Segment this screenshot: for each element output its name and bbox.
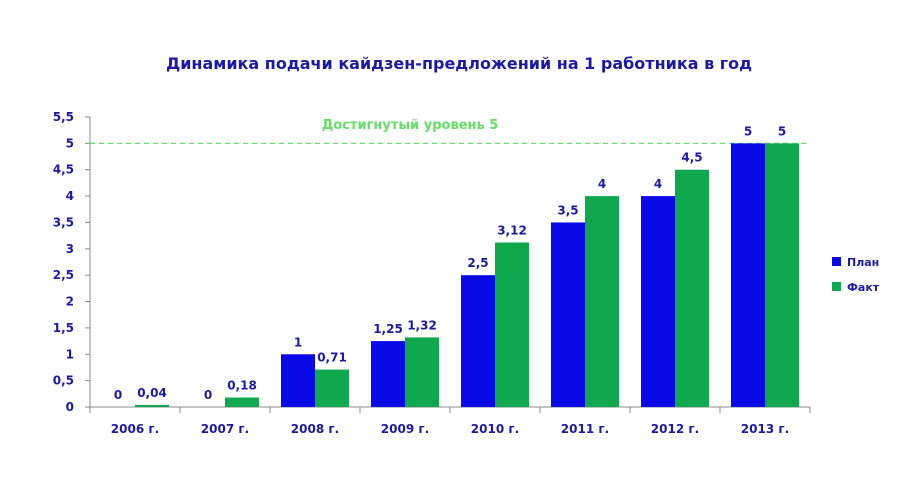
bar-fact	[225, 397, 259, 407]
legend-label-plan: План	[847, 256, 879, 269]
reference-line-label: Достигнутый уровень 5	[322, 118, 499, 133]
data-label-plan: 4	[654, 177, 662, 191]
y-tick-label: 5,5	[53, 110, 74, 124]
y-tick-label: 0	[66, 400, 74, 414]
bar-fact	[495, 242, 529, 407]
data-label-fact: 3,12	[497, 223, 527, 237]
y-tick-label: 3	[66, 242, 74, 256]
data-label-plan: 3,5	[557, 203, 578, 217]
y-tick-label: 2,5	[53, 268, 74, 282]
x-tick-label: 2011 г.	[561, 422, 609, 436]
x-tick-label: 2009 г.	[381, 422, 429, 436]
data-label-fact: 4,5	[681, 151, 702, 165]
x-tick-label: 2012 г.	[651, 422, 699, 436]
bar-fact	[315, 369, 349, 407]
legend-swatch-fact	[832, 282, 841, 291]
legend-label-fact: Факт	[847, 281, 880, 294]
data-label-plan: 1,25	[373, 322, 403, 336]
x-tick-label: 2008 г.	[291, 422, 339, 436]
data-label-plan: 2,5	[467, 256, 488, 270]
data-label-fact: 4	[598, 177, 606, 191]
bar-plan	[551, 222, 585, 407]
y-tick-label: 4,5	[53, 163, 74, 177]
y-tick-label: 5	[66, 136, 74, 150]
x-tick-label: 2013 г.	[741, 422, 789, 436]
bar-plan	[281, 354, 315, 407]
y-tick-label: 0,5	[53, 374, 74, 388]
x-tick-label: 2007 г.	[201, 422, 249, 436]
data-label-fact: 5	[778, 124, 786, 138]
data-label-plan: 0	[204, 388, 212, 402]
data-label-fact: 0,71	[317, 351, 347, 365]
bar-plan	[461, 275, 495, 407]
bar-fact	[135, 404, 169, 407]
y-tick-label: 4	[66, 189, 74, 203]
y-tick-label: 1,5	[53, 321, 74, 335]
chart-title: Динамика подачи кайдзен-предложений на 1…	[165, 54, 753, 73]
bar-fact	[585, 196, 619, 407]
data-label-fact: 0,04	[137, 386, 167, 400]
bar-fact	[765, 143, 799, 407]
y-tick-label: 1	[66, 347, 74, 361]
bar-plan	[371, 341, 405, 407]
legend-swatch-plan	[832, 257, 841, 266]
data-label-plan: 1	[294, 335, 302, 349]
data-label-fact: 1,32	[407, 318, 437, 332]
bar-plan	[731, 143, 765, 407]
data-label-plan: 5	[744, 124, 752, 138]
y-tick-label: 3,5	[53, 215, 74, 229]
x-tick-label: 2006 г.	[111, 422, 159, 436]
bar-fact	[675, 169, 709, 407]
data-label-plan: 0	[114, 388, 122, 402]
bar-fact	[405, 337, 439, 407]
y-tick-label: 2	[66, 295, 74, 309]
x-tick-label: 2010 г.	[471, 422, 519, 436]
data-label-fact: 0,18	[227, 379, 257, 393]
bar-plan	[641, 196, 675, 407]
